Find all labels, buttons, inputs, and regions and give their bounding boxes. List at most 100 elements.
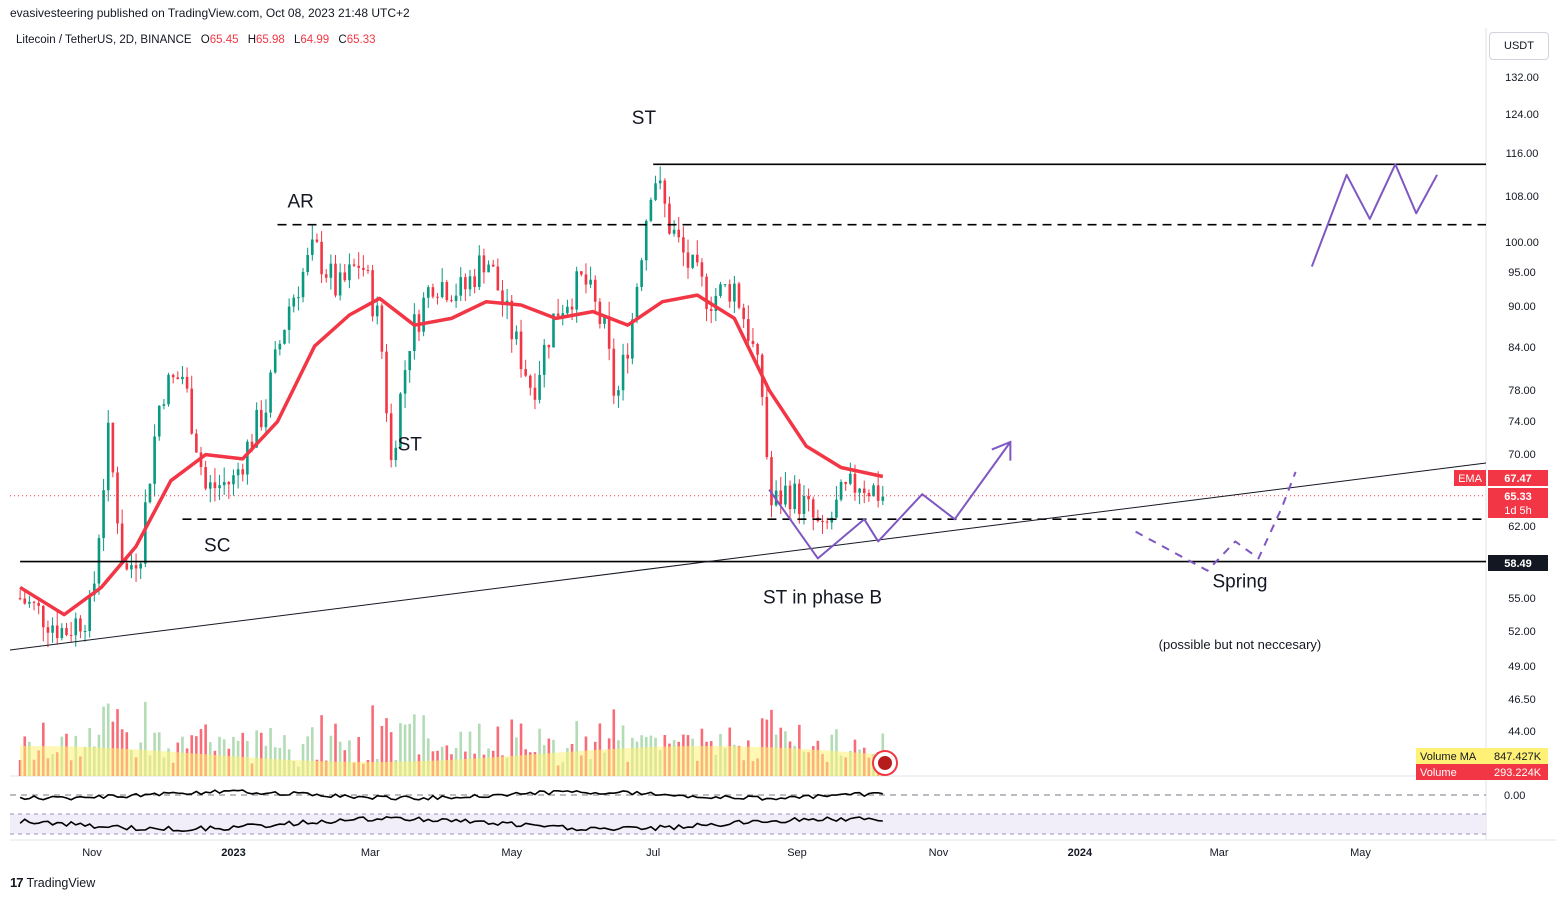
ema-tag-bg [1488,470,1548,486]
candle-body [454,295,458,301]
ohlc-close-label: C [338,34,347,46]
candle-body [422,297,425,332]
volume-bar [575,721,578,776]
y-tick-label: 90.00 [1508,301,1536,313]
candle-body [691,254,694,268]
candle-body [125,563,129,570]
annotation-label: ST [632,108,657,129]
volume-bar [204,724,207,776]
y-tick-label: 70.00 [1508,449,1536,461]
candle-body [324,274,328,278]
candle-body [218,485,221,489]
candle-body [510,300,514,340]
x-tick-label: Mar [1210,847,1229,859]
candle-body [334,263,337,296]
candle-body [839,482,843,500]
candle-body [185,376,189,389]
volume-bar [770,709,773,776]
candle-body [51,625,54,633]
volume-bar [385,718,388,776]
candle-body [246,441,249,475]
candle-body [69,634,73,636]
spring-path [1135,471,1297,572]
volume-bar [357,737,360,776]
y-tick-label: 124.00 [1505,109,1539,121]
symbol-legend: Litecoin / TetherUS, 2D, BINANCE O65.45 … [16,34,381,46]
volume-bar [403,724,407,776]
candle-body [357,265,360,268]
volume-bar [259,732,263,776]
candle-body [111,422,115,473]
x-tick-label: May [1350,847,1371,859]
ohlc-open-value: 65.45 [209,34,239,46]
candle-body [236,469,240,476]
candle-body [232,475,235,485]
candle-body [589,279,592,285]
candle-body [227,482,231,485]
y-tick-label: 49.00 [1508,661,1536,673]
candle-body [728,284,732,302]
candle-body [872,485,875,497]
candle-body [765,396,769,458]
volume-bar [116,709,119,776]
candle-body [208,482,212,489]
candle-body [593,279,597,302]
level-tag-bg [1488,555,1548,571]
y-tick-label: 78.00 [1508,385,1536,397]
candle-body [283,329,286,344]
candle-body [41,605,45,628]
ohlc-high-label: H [247,34,257,46]
candle-body [677,229,681,238]
candle-body [102,490,105,539]
candle-body [570,306,574,310]
candle-body [371,270,374,317]
candle-body [139,563,143,569]
candle-body [515,331,518,340]
candle-body [756,344,759,355]
candle-body [737,283,741,308]
candle-body [603,316,606,324]
price-axis[interactable]: 132.00 124.00 116.00 108.00 100.00 95.00 90.00… [1504,72,1539,802]
candle-body [487,264,490,273]
candle-body [366,269,370,271]
candle-body [807,495,810,500]
candle-body [491,264,495,267]
y-tick-label: 44.00 [1508,726,1536,738]
candle-body [120,523,124,564]
close-tag-value: 65.33 [1504,491,1532,503]
currency-button[interactable]: USDT [1489,32,1549,60]
close-tag-bg [1488,488,1548,518]
volume-bar [426,738,430,776]
volume-tag-bg [1416,764,1548,780]
level-tag-value: 58.49 [1504,558,1532,570]
candle-body [176,377,180,380]
projection-drawings [768,163,1438,572]
candle-body [649,199,653,221]
candles [18,166,885,648]
ema-tag-value: 67.47 [1504,473,1532,485]
candle-body [297,297,300,299]
tradingview-logo[interactable]: 17 TradingView [10,875,95,890]
candle-body [482,255,486,273]
candle-body [751,340,755,345]
volume-ma-area [20,746,883,776]
candle-body [881,496,885,501]
candle-body [204,467,207,489]
y-tick-label: 74.00 [1508,416,1536,428]
time-axis[interactable]: Nov 2023 Mar May Jul Sep Nov 2024 Mar May [82,847,1371,859]
volume-ma-tag-value: 847.427K [1494,751,1542,763]
candle-body [320,241,323,275]
candle-body [617,390,620,396]
candle-body [408,351,412,371]
y-tick-label: 52.00 [1508,626,1536,638]
candle-body [700,262,704,277]
candle-body [835,499,838,518]
candle-body [269,372,272,413]
annotation-label: SC [204,535,230,556]
y-tick-label: 84.00 [1508,342,1536,354]
volume-bar [18,759,22,776]
candle-body [167,374,170,405]
y-tick-label: 100.00 [1505,237,1539,249]
candle-body [28,601,31,604]
